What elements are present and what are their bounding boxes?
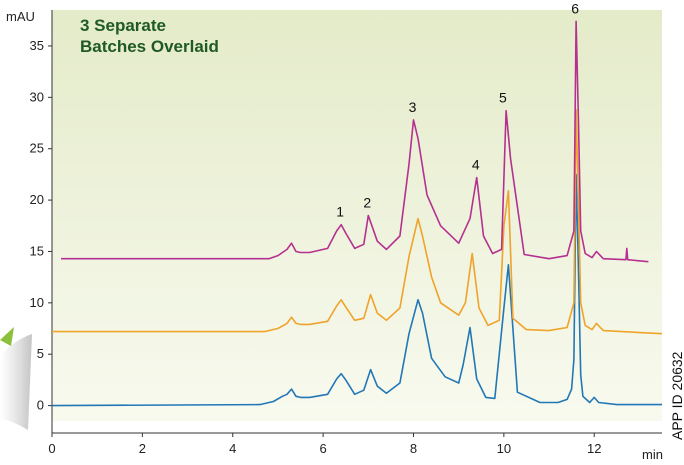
decorative-arrow-icon: [0, 327, 14, 346]
y-tick-label: 20: [30, 192, 44, 207]
x-tick-label: 12: [587, 441, 601, 456]
plot-background: [52, 10, 662, 421]
y-tick-label: 35: [30, 38, 44, 53]
x-tick-label: 2: [139, 441, 146, 456]
y-axis-unit: mAU: [6, 9, 35, 24]
x-tick-label: 6: [319, 441, 326, 456]
peak-label-2: 2: [363, 195, 371, 211]
chart-title-line-1: 3 Separate: [80, 16, 166, 35]
y-tick-label: 10: [30, 295, 44, 310]
y-tick-label: 15: [30, 243, 44, 258]
peak-labels: 1 2 3 4 5 6: [336, 0, 579, 219]
series-line-1: [51, 173, 662, 407]
x-tick-label: 4: [229, 441, 236, 456]
peak-label-1: 1: [336, 204, 344, 220]
peak-label-3: 3: [409, 99, 417, 115]
chart-title-line-2: Batches Overlaid: [80, 37, 219, 56]
y-tick-label: 0: [37, 398, 44, 413]
series-group: [51, 20, 663, 407]
series-line-2: [52, 108, 663, 335]
x-tick-label: 10: [497, 441, 511, 456]
y-tick-label: 25: [30, 141, 44, 156]
series-line-3: [61, 20, 649, 263]
app-id-label: APP ID 20632: [669, 351, 684, 440]
x-tick-label: 0: [48, 441, 55, 456]
decorative-swoosh: [0, 334, 32, 430]
x-tick-label: 8: [410, 441, 417, 456]
peak-label-4: 4: [472, 156, 480, 172]
peak-label-6: 6: [571, 0, 579, 16]
y-tick-label: 30: [30, 89, 44, 104]
peak-label-5: 5: [499, 90, 507, 106]
y-tick-label: 5: [37, 346, 44, 361]
x-axis-unit: min: [642, 447, 663, 462]
